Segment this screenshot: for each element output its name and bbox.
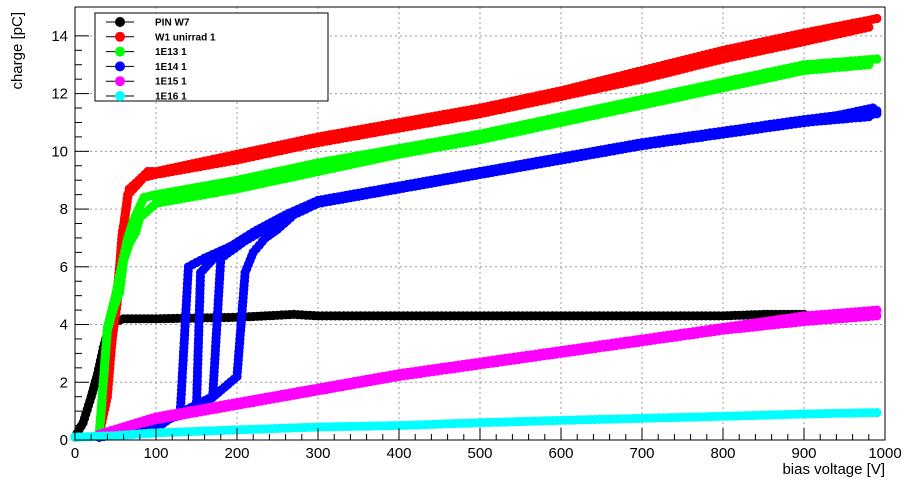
data-point: [872, 54, 882, 64]
x-tick-label: 700: [629, 445, 654, 462]
data-point: [864, 112, 874, 122]
legend-marker: [115, 91, 125, 101]
plot-area: [70, 13, 882, 442]
series-4: [94, 305, 882, 439]
x-tick-label: 200: [224, 445, 249, 462]
legend-label: 1E15 1: [155, 77, 187, 88]
x-tick-label: 400: [386, 445, 411, 462]
x-tick-label: 100: [143, 445, 168, 462]
legend-marker: [115, 46, 125, 57]
legend-label: 1E14 1: [155, 62, 187, 73]
legend: PIN W7 W1 unirrad 1 1E13 1 1E14 1 1E15 1 1E16…: [94, 12, 329, 103]
y-axis-label: charge [pC]: [9, 12, 26, 90]
legend-box: [94, 12, 329, 102]
legend-label: 1E13 1: [155, 47, 187, 58]
y-tick-label: 4: [60, 317, 68, 334]
data-point: [868, 103, 878, 113]
legend-marker: [115, 61, 125, 72]
data-point: [872, 408, 882, 418]
series-3: [94, 103, 882, 442]
series-5: [70, 408, 882, 442]
y-tick-label: 0: [60, 432, 68, 449]
legend-label: 1E16 1: [155, 92, 187, 103]
data-point: [872, 13, 882, 24]
data-point: [872, 305, 882, 315]
x-tick-label: 1000: [868, 445, 901, 462]
y-tick-label: 8: [60, 201, 68, 218]
x-tick-label: 800: [710, 445, 735, 462]
y-tick-label: 14: [51, 28, 68, 45]
y-tick-label: 10: [51, 143, 68, 160]
legend-label: PIN W7: [155, 18, 190, 29]
series-0: [70, 309, 809, 442]
y-tick-label: 2: [60, 374, 68, 391]
x-tick-label: 900: [791, 445, 816, 462]
axes: 0 100 200 300 400 500 600 700 800 900 1000 0 2 4 6 8 10 1…: [51, 6, 902, 462]
legend-label: W1 unirrad 1: [155, 32, 216, 43]
x-tick-label: 600: [548, 445, 573, 462]
y-tick-label: 12: [51, 86, 68, 103]
x-tick-label: 300: [305, 445, 330, 462]
legend-marker: [115, 17, 125, 27]
series-2: [94, 54, 882, 439]
legend-marker: [115, 31, 125, 42]
x-tick-label: 0: [71, 445, 79, 462]
x-tick-label: 500: [467, 445, 492, 462]
legend-marker: [115, 76, 125, 87]
y-tick-label: 6: [60, 259, 68, 276]
x-axis-label: bias voltage [V]: [782, 461, 885, 478]
